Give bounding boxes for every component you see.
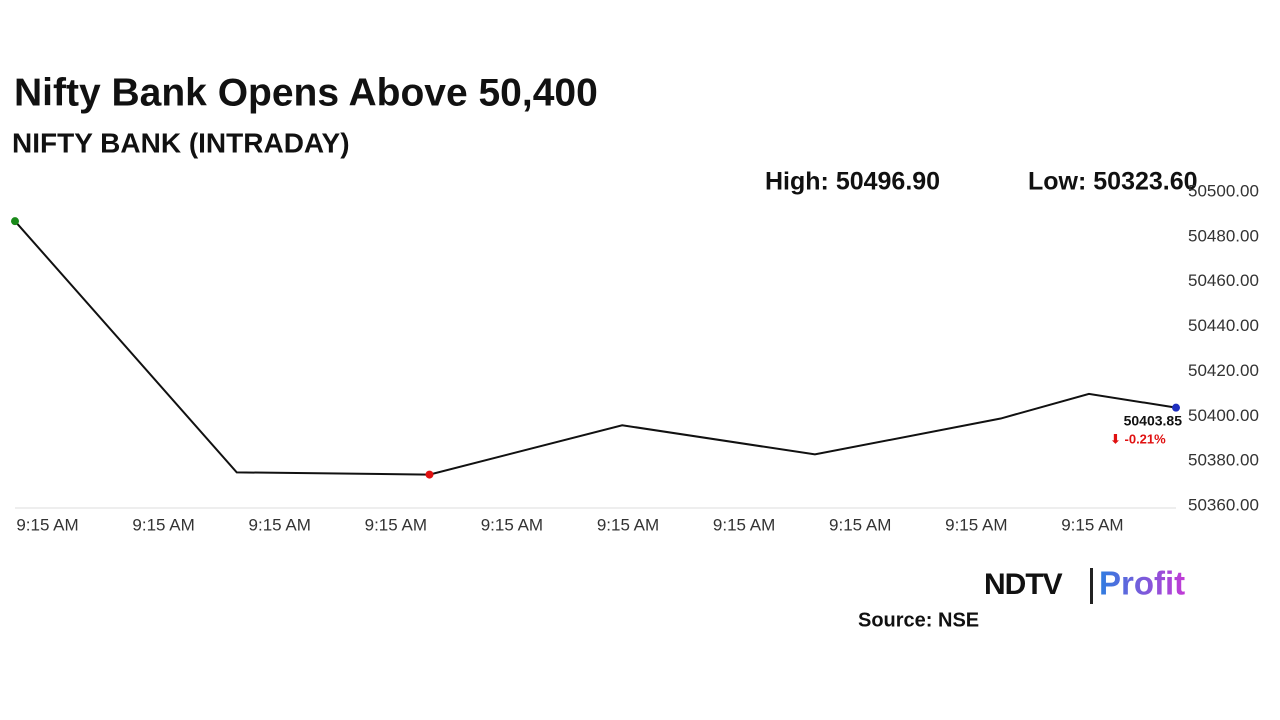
chart-subtitle: NIFTY BANK (INTRADAY) — [12, 127, 350, 158]
y-tick-label: 50400.00 — [1188, 406, 1259, 425]
logo-divider — [1090, 568, 1093, 604]
low-annotation: Low: 50323.60 — [1028, 168, 1198, 196]
y-tick-label: 50500.00 — [1188, 181, 1259, 200]
line — [14, 220, 1177, 476]
marker — [11, 217, 19, 226]
y-tick-label: 50480.00 — [1188, 226, 1259, 245]
x-tick-label: 9:15 AM — [597, 515, 659, 534]
x-tick-label: 9:15 AM — [829, 515, 891, 534]
x-tick-label: 9:15 AM — [365, 515, 427, 534]
x-tick-label: 9:15 AM — [1061, 515, 1123, 534]
y-tick-label: 50460.00 — [1188, 271, 1259, 290]
change-annotation: ⬇ -0.21% — [1110, 431, 1166, 446]
x-tick-label: 9:15 AM — [249, 515, 311, 534]
logo-left: NDTV — [984, 568, 1063, 601]
y-tick-label: 50380.00 — [1188, 451, 1259, 470]
x-tick-label: 9:15 AM — [945, 515, 1007, 534]
data-label: 50403.85 — [1124, 412, 1183, 428]
x-tick-label: 9:15 AM — [713, 515, 775, 534]
logo-right: Profit — [1099, 565, 1185, 602]
y-tick-label: 50420.00 — [1188, 361, 1259, 380]
y-tick-label: 50440.00 — [1188, 316, 1259, 335]
high-annotation: High: 50496.90 — [765, 168, 940, 196]
source: Source: NSE — [858, 609, 979, 631]
marker — [1172, 403, 1180, 412]
x-tick-label: 9:15 AM — [16, 515, 78, 534]
y-tick-label: 50360.00 — [1188, 495, 1259, 514]
chart-title: Nifty Bank Opens Above 50,400 — [14, 71, 598, 114]
marker — [425, 470, 434, 479]
x-tick-label: 9:15 AM — [481, 515, 543, 534]
x-tick-label: 9:15 AM — [132, 515, 194, 534]
